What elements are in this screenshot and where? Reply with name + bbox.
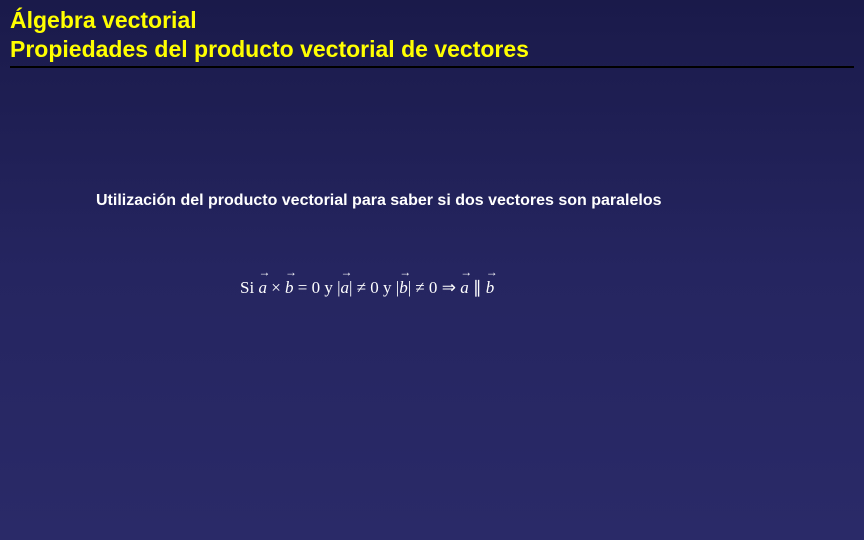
vector-b-1: b xyxy=(285,278,294,298)
title-underline xyxy=(10,66,854,68)
title-line-2: Propiedades del producto vectorial de ve… xyxy=(10,35,854,64)
vector-b-2: b xyxy=(399,278,408,298)
neq-zero-2: ≠ 0 xyxy=(411,278,442,297)
math-formula: Si a × b = 0 y |a| ≠ 0 y |b| ≠ 0 ⇒ a ∥ b xyxy=(240,278,494,298)
slide-subtitle: Utilización del producto vectorial para … xyxy=(96,192,662,210)
formula-prefix: Si xyxy=(240,278,258,297)
vector-b-3: b xyxy=(486,278,495,298)
slide-header: Álgebra vectorial Propiedades del produc… xyxy=(0,0,864,78)
and-1: y xyxy=(324,278,337,297)
implies-symbol: ⇒ xyxy=(442,278,461,297)
and-2: y xyxy=(383,278,396,297)
neq-zero-1: ≠ 0 xyxy=(352,278,383,297)
equals-zero: = 0 xyxy=(294,278,325,297)
title-line-1: Álgebra vectorial xyxy=(10,6,854,35)
cross-symbol: × xyxy=(267,278,285,297)
parallel-symbol: ∥ xyxy=(469,278,486,297)
vector-a-3: a xyxy=(460,278,469,298)
vector-a-1: a xyxy=(258,278,267,298)
vector-a-2: a xyxy=(341,278,350,298)
